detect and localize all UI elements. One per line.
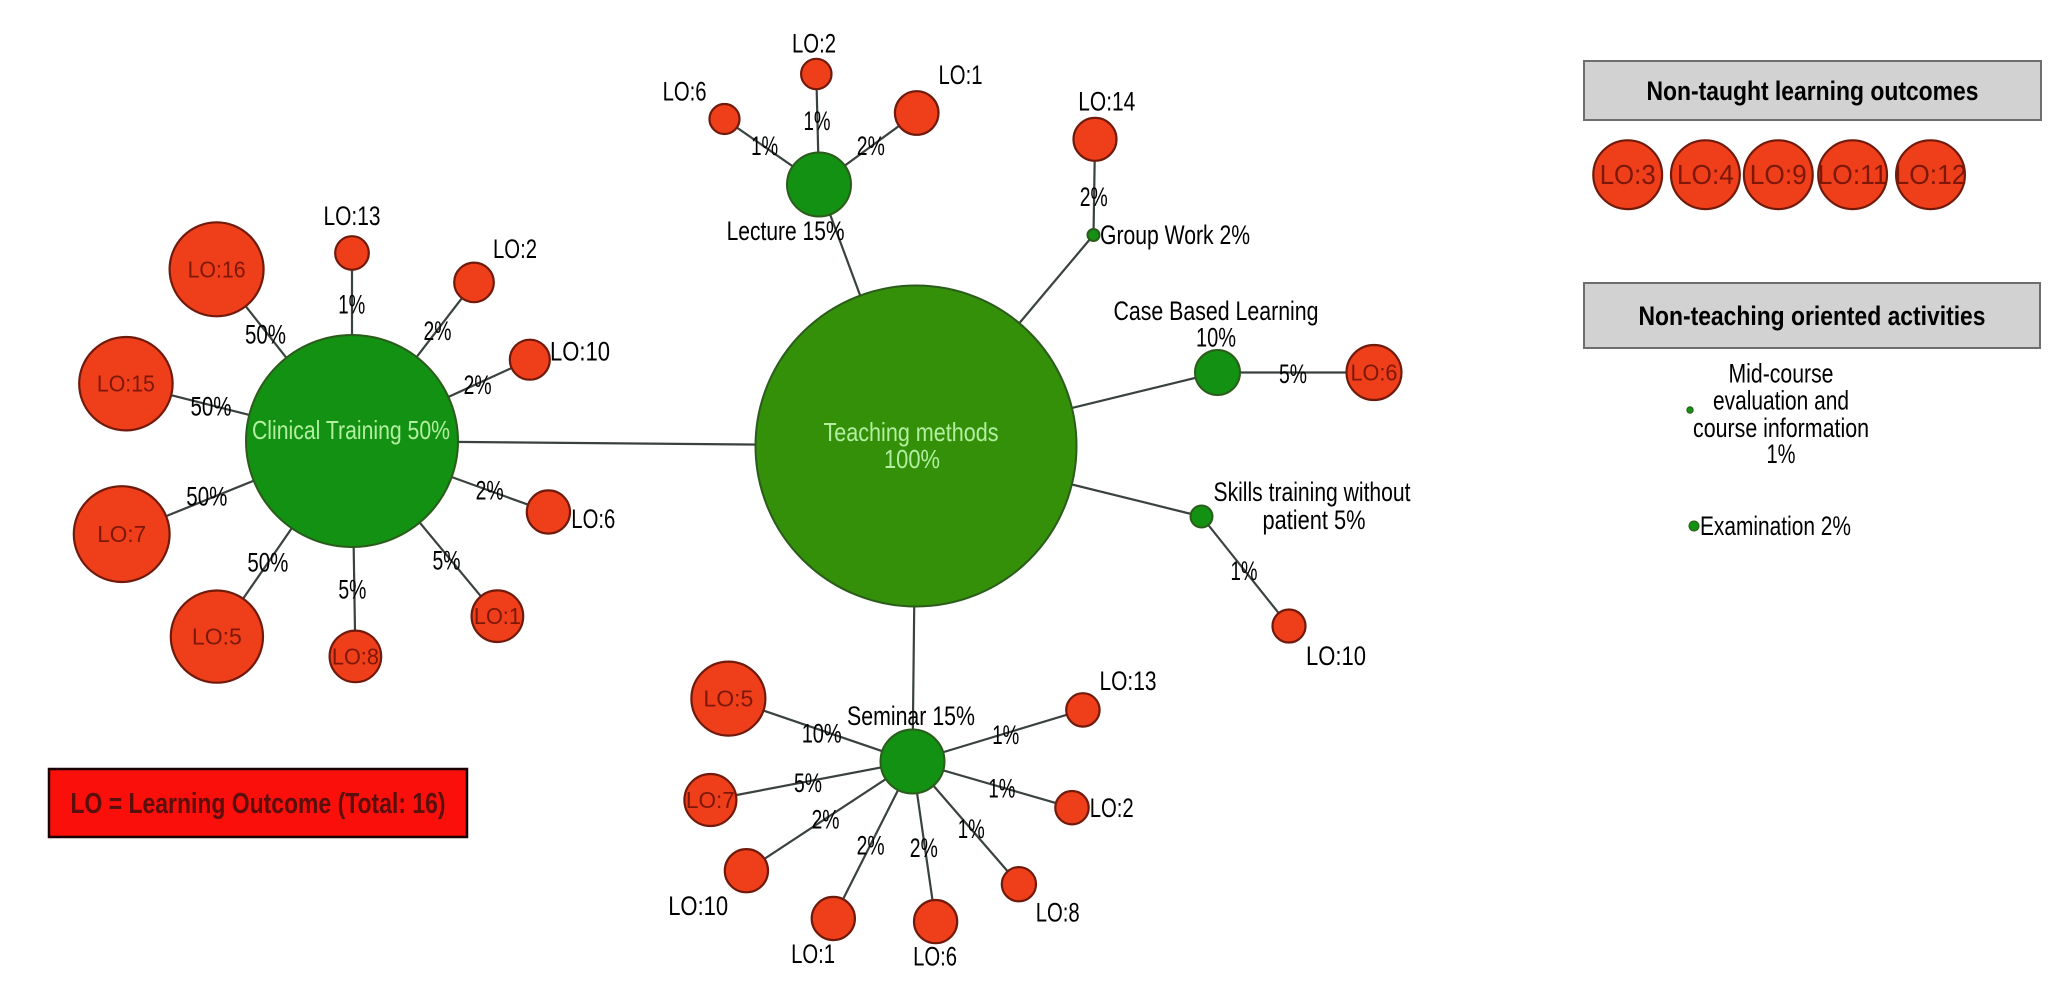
- svg-text:1%: 1%: [958, 814, 985, 844]
- svg-text:LO:2: LO:2: [493, 234, 537, 264]
- svg-text:2%: 2%: [424, 316, 452, 346]
- svg-text:LO:12: LO:12: [1895, 159, 1967, 190]
- svg-text:5%: 5%: [338, 574, 366, 604]
- svg-text:50%: 50%: [191, 392, 232, 422]
- svg-text:Non-teaching oriented activiti: Non-teaching oriented activities: [1639, 301, 1986, 331]
- svg-text:LO:11: LO:11: [1818, 159, 1888, 190]
- svg-text:LO:7: LO:7: [686, 787, 735, 813]
- svg-text:LO:15: LO:15: [97, 371, 155, 397]
- svg-text:1%: 1%: [1767, 439, 1796, 469]
- svg-text:LO:1: LO:1: [939, 60, 983, 90]
- svg-text:LO = Learning Outcome (Total:: LO = Learning Outcome (Total: 16): [71, 788, 446, 820]
- svg-text:50%: 50%: [186, 481, 227, 511]
- svg-text:Clinical Training 50%: Clinical Training 50%: [252, 415, 450, 445]
- svg-text:Group Work 2%: Group Work 2%: [1100, 220, 1250, 250]
- svg-text:LO:8: LO:8: [1036, 898, 1080, 928]
- svg-text:evaluation and: evaluation and: [1713, 385, 1849, 415]
- svg-text:10%: 10%: [1196, 323, 1236, 353]
- svg-text:2%: 2%: [812, 804, 840, 834]
- svg-text:Mid-course: Mid-course: [1729, 359, 1834, 389]
- svg-text:1%: 1%: [1231, 556, 1258, 586]
- svg-text:LO:1: LO:1: [474, 603, 521, 629]
- svg-text:LO:1: LO:1: [791, 939, 835, 969]
- svg-text:LO:16: LO:16: [188, 256, 246, 282]
- svg-text:patient 5%: patient 5%: [1263, 505, 1366, 535]
- svg-text:Case Based Learning: Case Based Learning: [1114, 296, 1319, 326]
- svg-text:1%: 1%: [988, 773, 1015, 803]
- svg-text:LO:2: LO:2: [792, 29, 836, 59]
- svg-text:LO:6: LO:6: [663, 76, 707, 106]
- svg-text:1%: 1%: [992, 720, 1019, 750]
- svg-text:LO:9: LO:9: [1750, 159, 1807, 190]
- svg-text:50%: 50%: [247, 547, 288, 577]
- svg-text:Skills training without: Skills training without: [1214, 477, 1411, 507]
- svg-text:2%: 2%: [476, 475, 504, 505]
- svg-text:100%: 100%: [884, 444, 940, 474]
- svg-text:LO:6: LO:6: [571, 504, 615, 534]
- svg-text:LO:13: LO:13: [324, 201, 381, 231]
- svg-text:2%: 2%: [1080, 182, 1108, 212]
- svg-text:Teaching methods: Teaching methods: [824, 417, 999, 447]
- svg-text:Lecture 15%: Lecture 15%: [727, 216, 845, 246]
- svg-text:LO:13: LO:13: [1100, 666, 1157, 696]
- svg-text:LO:3: LO:3: [1600, 159, 1656, 190]
- svg-text:2%: 2%: [857, 831, 885, 861]
- svg-text:5%: 5%: [794, 768, 822, 798]
- svg-text:10%: 10%: [802, 718, 842, 748]
- svg-text:1%: 1%: [338, 290, 365, 320]
- svg-text:1%: 1%: [804, 106, 831, 136]
- svg-text:LO:7: LO:7: [97, 521, 146, 547]
- svg-text:LO:8: LO:8: [332, 643, 379, 669]
- svg-text:LO:5: LO:5: [192, 624, 242, 650]
- svg-text:LO:14: LO:14: [1078, 86, 1135, 116]
- svg-text:LO:10: LO:10: [668, 891, 728, 921]
- svg-text:2%: 2%: [857, 131, 885, 161]
- svg-text:LO:6: LO:6: [913, 941, 957, 971]
- svg-text:LO:10: LO:10: [1306, 641, 1366, 671]
- svg-text:5%: 5%: [433, 546, 461, 576]
- svg-text:2%: 2%: [910, 833, 938, 863]
- svg-text:LO:4: LO:4: [1677, 159, 1734, 190]
- svg-text:2%: 2%: [464, 370, 492, 400]
- svg-text:1%: 1%: [751, 131, 778, 161]
- svg-text:Examination 2%: Examination 2%: [1700, 511, 1851, 541]
- svg-text:LO:5: LO:5: [703, 686, 753, 712]
- svg-text:Non-taught learning outcomes: Non-taught learning outcomes: [1647, 76, 1979, 106]
- svg-text:course information: course information: [1693, 413, 1869, 443]
- svg-text:Seminar 15%: Seminar 15%: [847, 701, 975, 731]
- svg-text:50%: 50%: [245, 320, 286, 350]
- svg-text:LO:10: LO:10: [550, 336, 610, 366]
- svg-text:5%: 5%: [1279, 359, 1307, 389]
- svg-text:LO:6: LO:6: [1351, 360, 1398, 386]
- svg-text:LO:2: LO:2: [1090, 793, 1134, 823]
